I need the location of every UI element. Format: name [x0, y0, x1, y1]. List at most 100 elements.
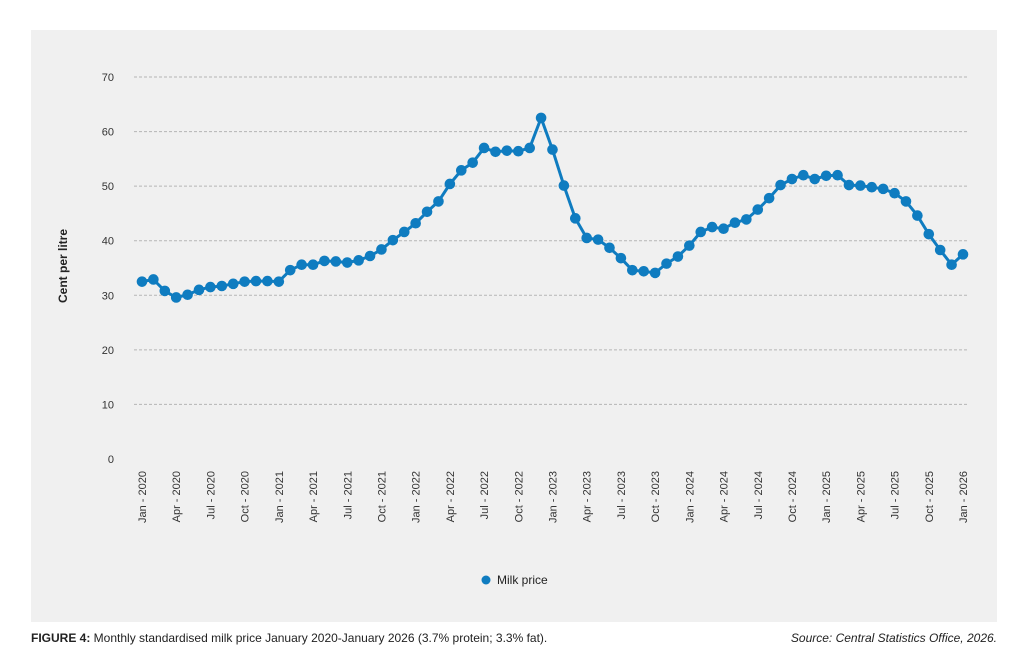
legend: Milk price — [481, 573, 548, 587]
y-tick-label: 70 — [102, 72, 114, 84]
data-point — [330, 256, 342, 267]
data-point — [547, 144, 558, 155]
data-point — [638, 265, 650, 277]
data-point — [455, 165, 467, 176]
data-point — [387, 234, 399, 246]
y-tick-label: 60 — [102, 127, 114, 139]
data-point — [912, 210, 923, 221]
data-point — [570, 213, 581, 224]
data-point — [159, 285, 171, 297]
data-point — [421, 206, 433, 218]
x-tick-label: Jan - 2025 — [821, 471, 833, 523]
data-point — [535, 112, 547, 124]
grid-lines — [134, 76, 968, 405]
y-tick-label: 40 — [102, 236, 114, 248]
x-tick-label: Oct - 2025 — [924, 471, 936, 522]
y-tick-label: 0 — [108, 454, 114, 466]
data-point — [695, 226, 707, 238]
x-tick-label: Jul - 2020 — [205, 471, 217, 519]
y-axis-title: Cent per litre — [56, 229, 70, 303]
y-tick-label: 10 — [102, 399, 114, 411]
data-point — [182, 289, 193, 301]
data-point — [820, 170, 832, 182]
x-tick-label: Jan - 2023 — [548, 471, 560, 523]
data-point — [398, 226, 410, 238]
x-tick-label: Jul - 2025 — [890, 471, 902, 519]
data-point — [615, 252, 627, 264]
milk-price-chart: 0 10 20 30 40 50 60 70 Jan - 2020 Apr - 2020 Jul … — [56, 72, 970, 587]
data-point — [341, 257, 353, 268]
x-tick-label: Jan - 2024 — [684, 471, 696, 523]
x-tick-label: Jul - 2021 — [342, 471, 354, 519]
data-point — [512, 145, 524, 157]
data-point — [798, 169, 809, 181]
data-point — [786, 173, 798, 185]
x-tick-label: Apr - 2023 — [582, 471, 594, 522]
data-point — [627, 264, 638, 276]
data-point — [558, 180, 570, 191]
data-point — [490, 146, 501, 158]
x-tick-label: Jul - 2022 — [479, 471, 491, 519]
legend-label: Milk price — [497, 573, 548, 587]
data-point — [832, 169, 843, 181]
x-tick-label: Apr - 2021 — [308, 471, 320, 522]
data-point — [501, 145, 513, 156]
data-point — [877, 183, 889, 195]
data-point — [900, 196, 912, 207]
data-point — [319, 255, 330, 267]
data-point — [170, 292, 182, 303]
data-point — [444, 178, 456, 190]
y-tick-label: 30 — [102, 290, 114, 302]
data-point — [284, 264, 296, 276]
x-tick-label: Oct - 2023 — [650, 471, 662, 522]
data-point — [467, 157, 478, 168]
data-point — [273, 276, 285, 287]
x-axis-ticks: Jan - 2020 Apr - 2020 Jul - 2020 Oct - 2020… — [137, 471, 970, 523]
data-point — [262, 275, 273, 287]
series-milk-price — [136, 112, 969, 303]
x-tick-label: Oct - 2022 — [513, 471, 525, 522]
y-tick-label: 50 — [102, 181, 114, 193]
data-point — [672, 251, 684, 262]
data-point — [307, 259, 319, 271]
x-tick-label: Jul - 2023 — [616, 471, 628, 519]
data-point — [855, 180, 866, 191]
data-point — [136, 276, 148, 287]
data-point — [592, 234, 604, 245]
data-point — [296, 259, 307, 271]
x-tick-label: Jul - 2024 — [753, 471, 765, 519]
data-point — [376, 244, 387, 255]
x-tick-label: Apr - 2020 — [171, 471, 183, 522]
data-point — [205, 281, 216, 293]
data-point — [843, 179, 855, 191]
data-point — [410, 217, 421, 229]
data-point — [216, 280, 228, 292]
data-point — [433, 196, 444, 207]
data-point — [957, 249, 969, 260]
data-point — [353, 255, 364, 266]
data-point — [649, 267, 661, 279]
data-point — [741, 214, 752, 225]
x-tick-label: Oct - 2020 — [240, 471, 252, 522]
data-point — [478, 142, 490, 154]
data-point — [581, 232, 593, 244]
data-point — [193, 284, 205, 296]
x-tick-label: Jan - 2021 — [274, 471, 286, 523]
figure-caption: FIGURE 4: Monthly standardised milk pric… — [31, 631, 547, 645]
data-point — [889, 187, 900, 199]
data-point — [250, 275, 262, 287]
y-tick-label: 20 — [102, 345, 114, 357]
x-tick-label: Oct - 2024 — [787, 471, 799, 522]
data-point — [706, 221, 718, 233]
x-tick-label: Jan - 2026 — [958, 471, 970, 523]
x-tick-label: Apr - 2024 — [719, 471, 731, 522]
data-point — [923, 228, 935, 240]
x-tick-label: Apr - 2022 — [445, 471, 457, 522]
x-tick-label: Jan - 2020 — [137, 471, 149, 523]
data-point — [729, 217, 741, 229]
data-point — [148, 274, 159, 285]
data-point — [946, 259, 957, 271]
figure-caption-text: Monthly standardised milk price January … — [90, 631, 548, 645]
x-tick-label: Oct - 2021 — [376, 471, 388, 522]
data-point — [718, 223, 729, 235]
